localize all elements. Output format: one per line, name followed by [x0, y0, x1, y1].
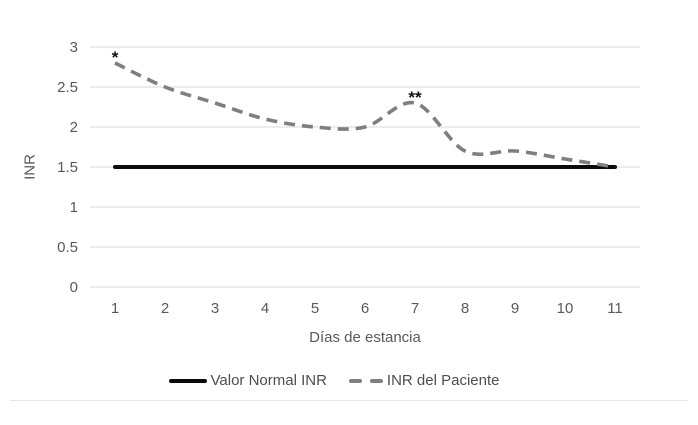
series-line-1: [114, 61, 616, 169]
legend-item-valor-normal-inr: Valor Normal INR: [168, 372, 327, 389]
legend-label-valor-normal-inr: Valor Normal INR: [210, 372, 327, 389]
x-tick-label: 1: [111, 300, 119, 317]
legend-item-inr-del-paciente: INR del Paciente: [348, 372, 500, 389]
y-tick-label: 0: [70, 279, 78, 296]
x-tick-label: 9: [511, 300, 519, 317]
legend-label-inr-del-paciente: INR del Paciente: [386, 372, 500, 389]
x-tick-label: 11: [607, 300, 623, 317]
dashed-line-swatch: [348, 378, 383, 383]
x-tick-label: 4: [261, 300, 269, 317]
y-tick-label: 1: [70, 199, 78, 216]
y-tick-label: 0.5: [57, 239, 78, 256]
x-tick-label: 6: [361, 300, 369, 317]
inr-line-chart: 00.511.522.531 2 3 4 5 6 7 8 9 10 11***: [57, 39, 640, 317]
y-tick-label: 2: [70, 119, 78, 136]
x-tick-label: 3: [211, 300, 219, 317]
bottom-divider: [10, 400, 688, 401]
y-axis-title: INR: [21, 154, 39, 180]
chart-legend: Valor Normal INR INR del Paciente: [0, 372, 698, 389]
x-tick-label: 2: [161, 300, 169, 317]
x-axis-title: Días de estancia: [309, 329, 421, 346]
annotation-asterisk: **: [408, 88, 422, 107]
x-tick-label: 7: [411, 300, 419, 317]
y-tick-label: 1.5: [57, 159, 78, 176]
y-tick-label: 3: [70, 39, 78, 56]
x-tick-label: 8: [461, 300, 469, 317]
x-tick-label: 10: [557, 300, 574, 317]
x-tick-label: 5: [311, 300, 319, 317]
annotation-asterisk: *: [112, 48, 119, 67]
solid-line-swatch: [168, 378, 207, 383]
y-tick-label: 2.5: [57, 79, 78, 96]
